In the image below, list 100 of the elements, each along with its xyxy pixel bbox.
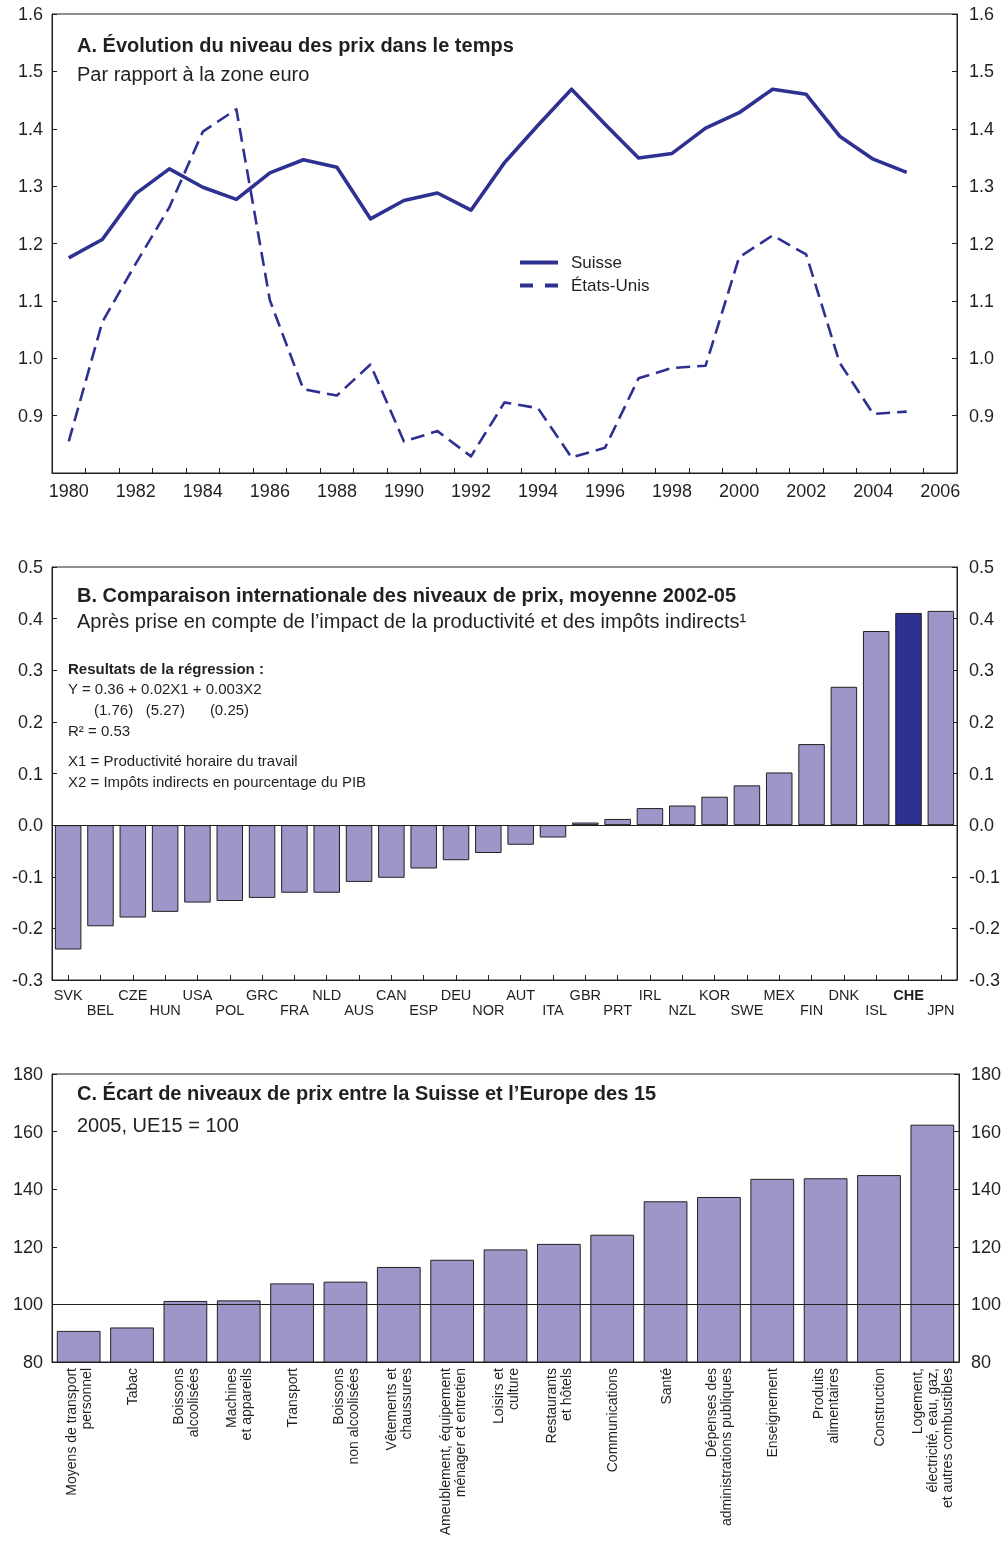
y2-tick-label: 1.1: [969, 290, 995, 311]
x-tick-label: ISL: [865, 1001, 888, 1018]
y2-tick-label: 120: [971, 1236, 1002, 1257]
y-tick-label: -0.3: [11, 970, 43, 990]
annotation: Y = 0.36 + 0.02X1 + 0.003X2: [68, 680, 262, 697]
y-tick-label: 0.1: [17, 763, 43, 784]
x-tick-label: 1994: [518, 481, 559, 501]
x-tick-label: BEL: [86, 1001, 115, 1018]
y2-tick-label: -0.2: [969, 918, 1001, 939]
text: 2005, UE15 = 100: [77, 1114, 239, 1136]
y2-tick-label: 80: [971, 1352, 992, 1372]
y-tick-label: 1.4: [17, 118, 43, 139]
x-tick-label: KOR: [698, 986, 731, 1003]
x-tick-label: 2006: [920, 481, 961, 501]
y2-tick-label: 160: [971, 1121, 1002, 1142]
x-tick-label: MEX: [763, 986, 796, 1003]
y2-tick-label: -0.3: [969, 970, 1001, 990]
y2-tick-label: 0.5: [969, 557, 995, 577]
x-tick-label: FRA: [279, 1001, 310, 1018]
y-tick-label: 1.0: [17, 348, 43, 369]
x-tick-label: CZE: [118, 986, 148, 1003]
y-tick-label: 120: [12, 1236, 43, 1257]
x-tick-label: Transport: [284, 1367, 301, 1428]
x-tick-label: SWE: [730, 1001, 764, 1018]
y-tick-label: 0.0: [17, 815, 43, 836]
x-tick-label: USA: [182, 986, 213, 1003]
y2-tick-label: 1.2: [969, 233, 995, 254]
y2-tick-label: 0.9: [969, 405, 995, 426]
chart-title: C. Écart de niveaux de prix entre la Suisse et l’Europe des 15: [77, 1082, 657, 1104]
x-tick-label: 1980: [48, 481, 89, 501]
x-tick-label: SVK: [53, 986, 83, 1003]
y-tick-label: 1.5: [17, 61, 43, 82]
x-tick-label: POL: [215, 1001, 245, 1018]
y-tick-label: 1.3: [17, 176, 43, 197]
x-tick-label: AUT: [506, 986, 536, 1003]
text: B. Comparaison internationale des niveaux de prix, moyenne 2002-05: [77, 584, 737, 606]
text: Après prise en compte de l’impact de la productivité et des impôts indirects¹: [77, 610, 747, 632]
x-tick-label: IRL: [638, 986, 662, 1003]
y-tick-label: 100: [12, 1294, 43, 1315]
x-tick-label: Produits alimentaires: [810, 1368, 842, 1444]
x-tick-label: Moyens de transport personnel: [63, 1367, 95, 1496]
x-tick-label: 2002: [786, 481, 827, 501]
y2-tick-label: 0.3: [969, 660, 995, 681]
x-tick-label: 1996: [585, 481, 626, 501]
x-tick-label: 1982: [115, 481, 156, 501]
x-tick-label: Tabac: [124, 1368, 141, 1406]
x-tick-label: PRT: [603, 1001, 633, 1018]
x-tick-label: FIN: [799, 1001, 824, 1018]
y2-tick-label: 1.6: [969, 4, 995, 24]
annotation: X2 = Impôts indirects en pourcentage du PIB: [68, 773, 367, 790]
x-tick-label: GBR: [569, 986, 602, 1003]
annotation: X1 = Productivité horaire du travail: [68, 752, 298, 769]
y-tick-label: 1.2: [17, 233, 43, 254]
x-tick-label: NZL: [668, 1001, 696, 1018]
y2-tick-label: 1.4: [969, 118, 995, 139]
y2-tick-label: 0.4: [969, 608, 995, 629]
x-tick-label: 1992: [450, 481, 491, 501]
y-tick-label: 0.4: [17, 608, 43, 629]
y-tick-label: 0.9: [17, 405, 43, 426]
x-tick-label: ITA: [542, 1001, 565, 1018]
legend-label: États-Unis: [571, 276, 650, 295]
y-tick-label: -0.1: [11, 866, 43, 887]
x-tick-label: Enseignement: [764, 1367, 781, 1458]
y-tick-label: 0.5: [17, 557, 43, 577]
x-tick-label: 2000: [719, 481, 760, 501]
y2-tick-label: 1.3: [969, 176, 995, 197]
x-tick-label: 1984: [182, 481, 223, 501]
y-tick-label: -0.2: [11, 918, 43, 939]
y2-tick-label: 180: [971, 1064, 1002, 1084]
x-tick-label: 1986: [249, 481, 290, 501]
y-tick-label: 1.6: [17, 4, 43, 24]
y2-tick-label: 1.5: [969, 61, 995, 82]
x-tick-label: NOR: [472, 1001, 505, 1018]
x-tick-label: CHE: [893, 986, 925, 1003]
legend-label: Suisse: [571, 253, 623, 272]
x-tick-label: DEU: [440, 986, 472, 1003]
x-tick-label: DNK: [828, 986, 860, 1003]
x-tick-label: ESP: [409, 1001, 439, 1018]
x-tick-label: AUS: [344, 1001, 374, 1018]
y-tick-label: 0.3: [17, 660, 43, 681]
y-tick-label: 160: [12, 1121, 43, 1142]
y2-tick-label: 0.1: [969, 763, 995, 784]
x-tick-label: NLD: [312, 986, 342, 1003]
y2-tick-label: 140: [971, 1179, 1002, 1200]
y-tick-label: 1.1: [17, 290, 43, 311]
x-tick-label: Construction: [870, 1368, 887, 1447]
x-tick-label: Communications: [604, 1368, 621, 1473]
x-tick-label: 1990: [383, 481, 424, 501]
text: A. Évolution du niveau des prix dans le temps: [77, 34, 514, 56]
x-tick-label: HUN: [149, 1001, 181, 1018]
x-tick-label: Boissons alcoolisées: [169, 1368, 201, 1438]
x-tick-label: 1988: [316, 481, 357, 501]
y-tick-label: 80: [22, 1352, 43, 1372]
x-tick-label: GRC: [245, 986, 279, 1003]
x-tick-label: Santé: [657, 1367, 674, 1405]
x-tick-label: CAN: [376, 986, 407, 1003]
y2-tick-label: 0.2: [969, 711, 995, 732]
y2-tick-label: 1.0: [969, 348, 995, 369]
y2-tick-label: 0.0: [969, 815, 995, 836]
annotation: R² = 0.53: [68, 722, 131, 739]
